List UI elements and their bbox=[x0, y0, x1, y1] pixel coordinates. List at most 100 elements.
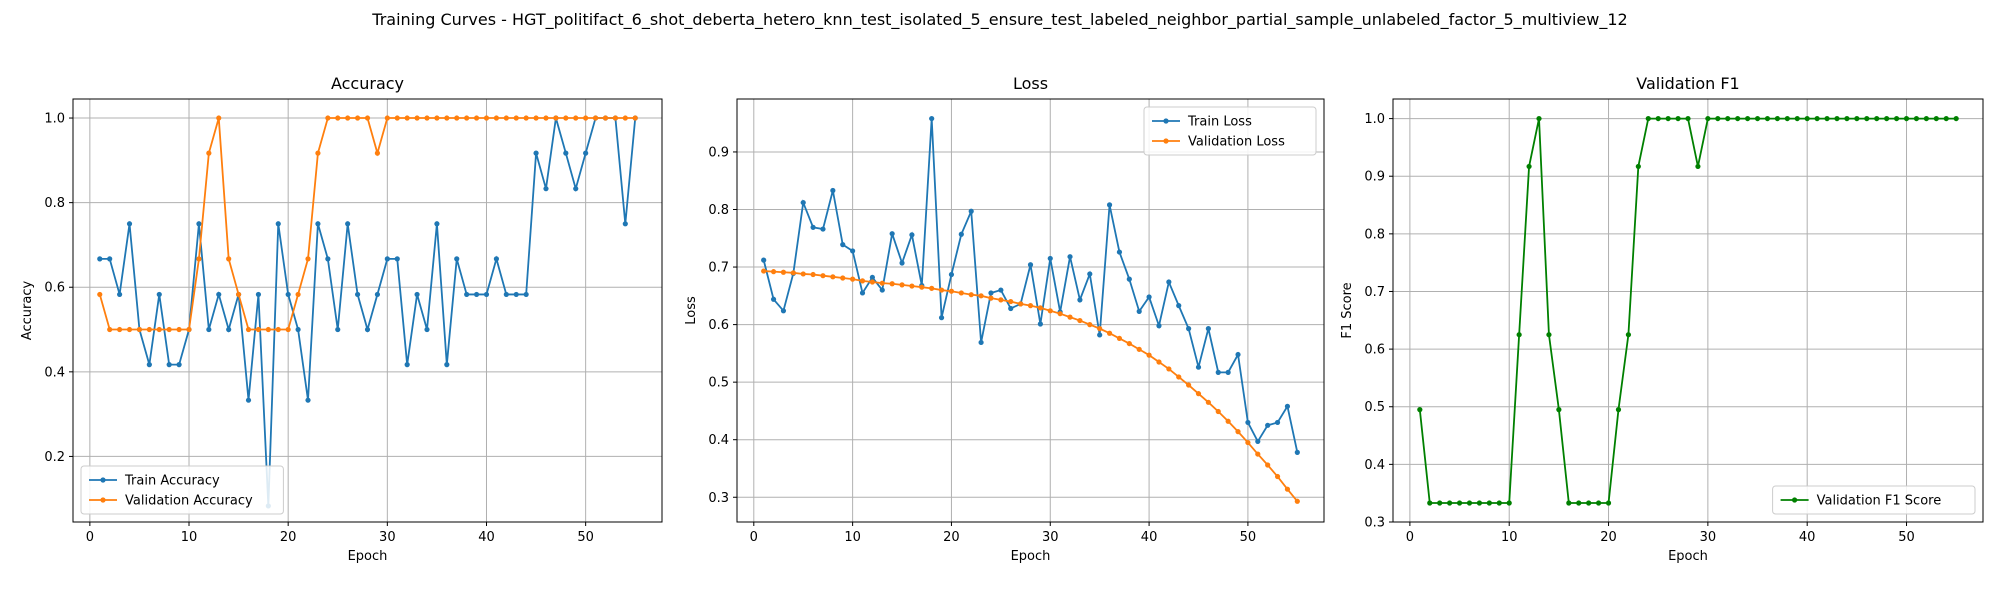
data-point bbox=[1225, 418, 1231, 424]
legend: Train Accuracy Validation Accuracy bbox=[80, 465, 284, 515]
data-point bbox=[1913, 115, 1920, 122]
data-point bbox=[493, 256, 500, 262]
data-point bbox=[1735, 115, 1741, 122]
data-point bbox=[533, 115, 539, 121]
data-point bbox=[374, 150, 381, 156]
data-point bbox=[958, 290, 964, 296]
data-point bbox=[563, 150, 569, 156]
data-point bbox=[1106, 202, 1113, 208]
data-point bbox=[364, 326, 371, 333]
x-tick-label: 40 bbox=[1141, 530, 1158, 545]
x-axis-label: Epoch bbox=[348, 549, 388, 564]
data-point bbox=[1814, 115, 1820, 122]
data-point bbox=[1136, 308, 1142, 314]
y-tick-label: 0.4 bbox=[708, 433, 729, 448]
data-point bbox=[523, 115, 529, 121]
y-tick-label: 0.6 bbox=[708, 318, 729, 333]
data-point bbox=[583, 115, 589, 121]
data-point bbox=[1715, 115, 1721, 122]
data-point bbox=[1106, 330, 1113, 336]
data-point bbox=[1635, 163, 1641, 170]
x-tick-label: 50 bbox=[1898, 530, 1915, 545]
data-point bbox=[1067, 254, 1073, 260]
data-point bbox=[216, 291, 222, 298]
data-point bbox=[820, 226, 826, 232]
data-point bbox=[1834, 115, 1840, 122]
data-point bbox=[1225, 369, 1231, 375]
data-point bbox=[1655, 115, 1661, 122]
legend-box bbox=[1772, 485, 1976, 515]
data-point bbox=[1136, 346, 1142, 352]
data-point bbox=[622, 115, 628, 121]
data-point bbox=[1126, 276, 1132, 282]
data-point bbox=[1284, 486, 1291, 492]
legend-box bbox=[80, 465, 284, 515]
y-tick-label: 0.6 bbox=[44, 281, 65, 296]
data-point bbox=[1008, 305, 1014, 312]
data-point bbox=[235, 291, 242, 298]
data-point bbox=[1176, 303, 1182, 309]
data-point bbox=[1265, 462, 1271, 468]
y-tick-label: 1.0 bbox=[1364, 112, 1385, 127]
data-point bbox=[1427, 500, 1433, 506]
data-point bbox=[107, 256, 113, 262]
data-point bbox=[533, 150, 539, 156]
data-point bbox=[464, 291, 470, 298]
data-point bbox=[1645, 115, 1651, 122]
series-line bbox=[99, 117, 637, 506]
data-point bbox=[1695, 163, 1701, 170]
data-point bbox=[166, 362, 172, 368]
data-point bbox=[384, 256, 390, 262]
data-point bbox=[126, 221, 133, 227]
data-point bbox=[1146, 294, 1152, 300]
data-point bbox=[790, 270, 796, 276]
data-point bbox=[1294, 498, 1300, 504]
data-point bbox=[761, 257, 767, 263]
y-tick-label: 0.8 bbox=[1364, 227, 1385, 242]
data-point bbox=[325, 256, 331, 262]
data-point bbox=[1235, 429, 1241, 435]
data-point bbox=[889, 281, 895, 287]
y-tick-label: 0.6 bbox=[1364, 343, 1385, 358]
data-point bbox=[1685, 115, 1691, 122]
data-point bbox=[1854, 115, 1860, 122]
x-tick-label: 0 bbox=[750, 530, 758, 545]
y-tick-label: 0.9 bbox=[1364, 170, 1385, 185]
data-point bbox=[1037, 305, 1043, 311]
data-point bbox=[1933, 115, 1939, 122]
data-point bbox=[1176, 374, 1182, 380]
data-point bbox=[444, 362, 450, 368]
data-point bbox=[374, 291, 381, 298]
y-tick-label: 0.3 bbox=[1364, 516, 1385, 531]
x-tick-label: 40 bbox=[1799, 530, 1816, 545]
data-point bbox=[285, 326, 291, 333]
data-point bbox=[1027, 262, 1034, 268]
data-point bbox=[1794, 115, 1800, 122]
data-point bbox=[1884, 115, 1890, 122]
data-point bbox=[394, 115, 400, 121]
data-point bbox=[988, 295, 994, 301]
data-point bbox=[414, 115, 420, 121]
y-tick-label: 1.0 bbox=[44, 112, 65, 127]
data-point bbox=[563, 115, 569, 121]
data-point bbox=[1097, 332, 1103, 338]
axes-frame bbox=[1392, 98, 1984, 523]
data-point bbox=[1605, 500, 1612, 506]
data-point bbox=[1116, 335, 1123, 342]
data-point bbox=[1725, 115, 1731, 122]
data-point bbox=[384, 115, 390, 121]
data-point bbox=[1437, 500, 1443, 506]
data-point bbox=[1156, 323, 1162, 329]
data-point bbox=[1067, 314, 1073, 320]
chart-title: Loss bbox=[1013, 74, 1048, 93]
data-point bbox=[295, 291, 301, 298]
data-point bbox=[770, 296, 777, 302]
data-point bbox=[1166, 366, 1172, 372]
data-point bbox=[978, 339, 984, 346]
data-point bbox=[869, 274, 875, 281]
data-point bbox=[255, 326, 262, 333]
data-point bbox=[1047, 308, 1053, 314]
data-point bbox=[1943, 115, 1949, 122]
loss-chart: 0 10 20 30 40 50 0.3 0.4 0.5 0.6 0.7 0.8 0.9 Loss Epoc… bbox=[684, 74, 1325, 564]
data-point bbox=[483, 291, 490, 298]
